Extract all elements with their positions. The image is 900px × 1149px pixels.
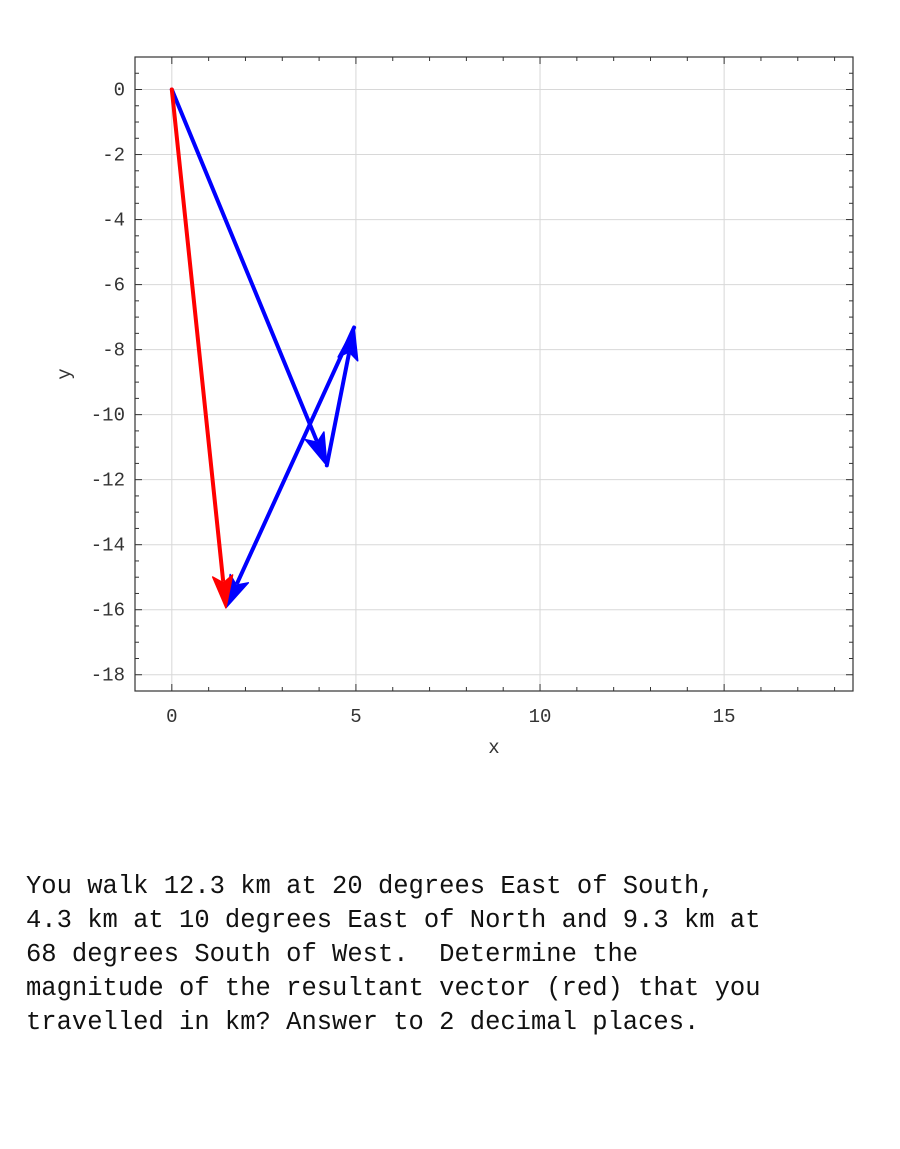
axis-ticks	[134, 56, 853, 692]
vector-arrowhead	[304, 431, 328, 467]
plot-area	[135, 57, 853, 691]
vector-chart: 0 5 10 15 0 -2 -4 -6 -8 -10 -12 -14 -16 -18 x y	[54, 56, 854, 759]
y-tick-label: -14	[91, 535, 125, 557]
y-tick-label: 0	[114, 80, 125, 102]
vector-arrowhead	[211, 574, 234, 609]
x-axis-title: x	[488, 737, 499, 759]
vector-shaft	[235, 325, 357, 585]
vector-shaft	[169, 87, 319, 442]
y-tick-label: -4	[102, 210, 125, 232]
y-tick-label: -16	[91, 600, 125, 622]
vector-shaft	[169, 87, 226, 582]
x-tick-labels: 0 5 10 15	[166, 706, 735, 728]
vector-arrow-1	[169, 87, 328, 467]
y-tick-label: -10	[91, 405, 125, 427]
y-tick-label: -8	[102, 340, 125, 362]
x-tick-label: 15	[713, 706, 736, 728]
question-text: You walk 12.3 km at 20 degrees East of S…	[26, 872, 761, 1037]
y-tick-label: -12	[91, 470, 125, 492]
y-axis-title: y	[54, 368, 76, 379]
vector-arrow-4	[169, 87, 234, 609]
vector-shaft	[324, 352, 351, 468]
x-tick-label: 5	[350, 706, 361, 728]
y-tick-label: -6	[102, 275, 125, 297]
x-tick-label: 0	[166, 706, 177, 728]
y-tick-label: -18	[91, 665, 125, 687]
y-tick-labels: 0 -2 -4 -6 -8 -10 -12 -14 -16 -18	[91, 80, 125, 687]
x-tick-label: 10	[529, 706, 552, 728]
vectors	[169, 87, 359, 609]
y-tick-label: -2	[102, 145, 125, 167]
plot-frame	[134, 56, 854, 692]
